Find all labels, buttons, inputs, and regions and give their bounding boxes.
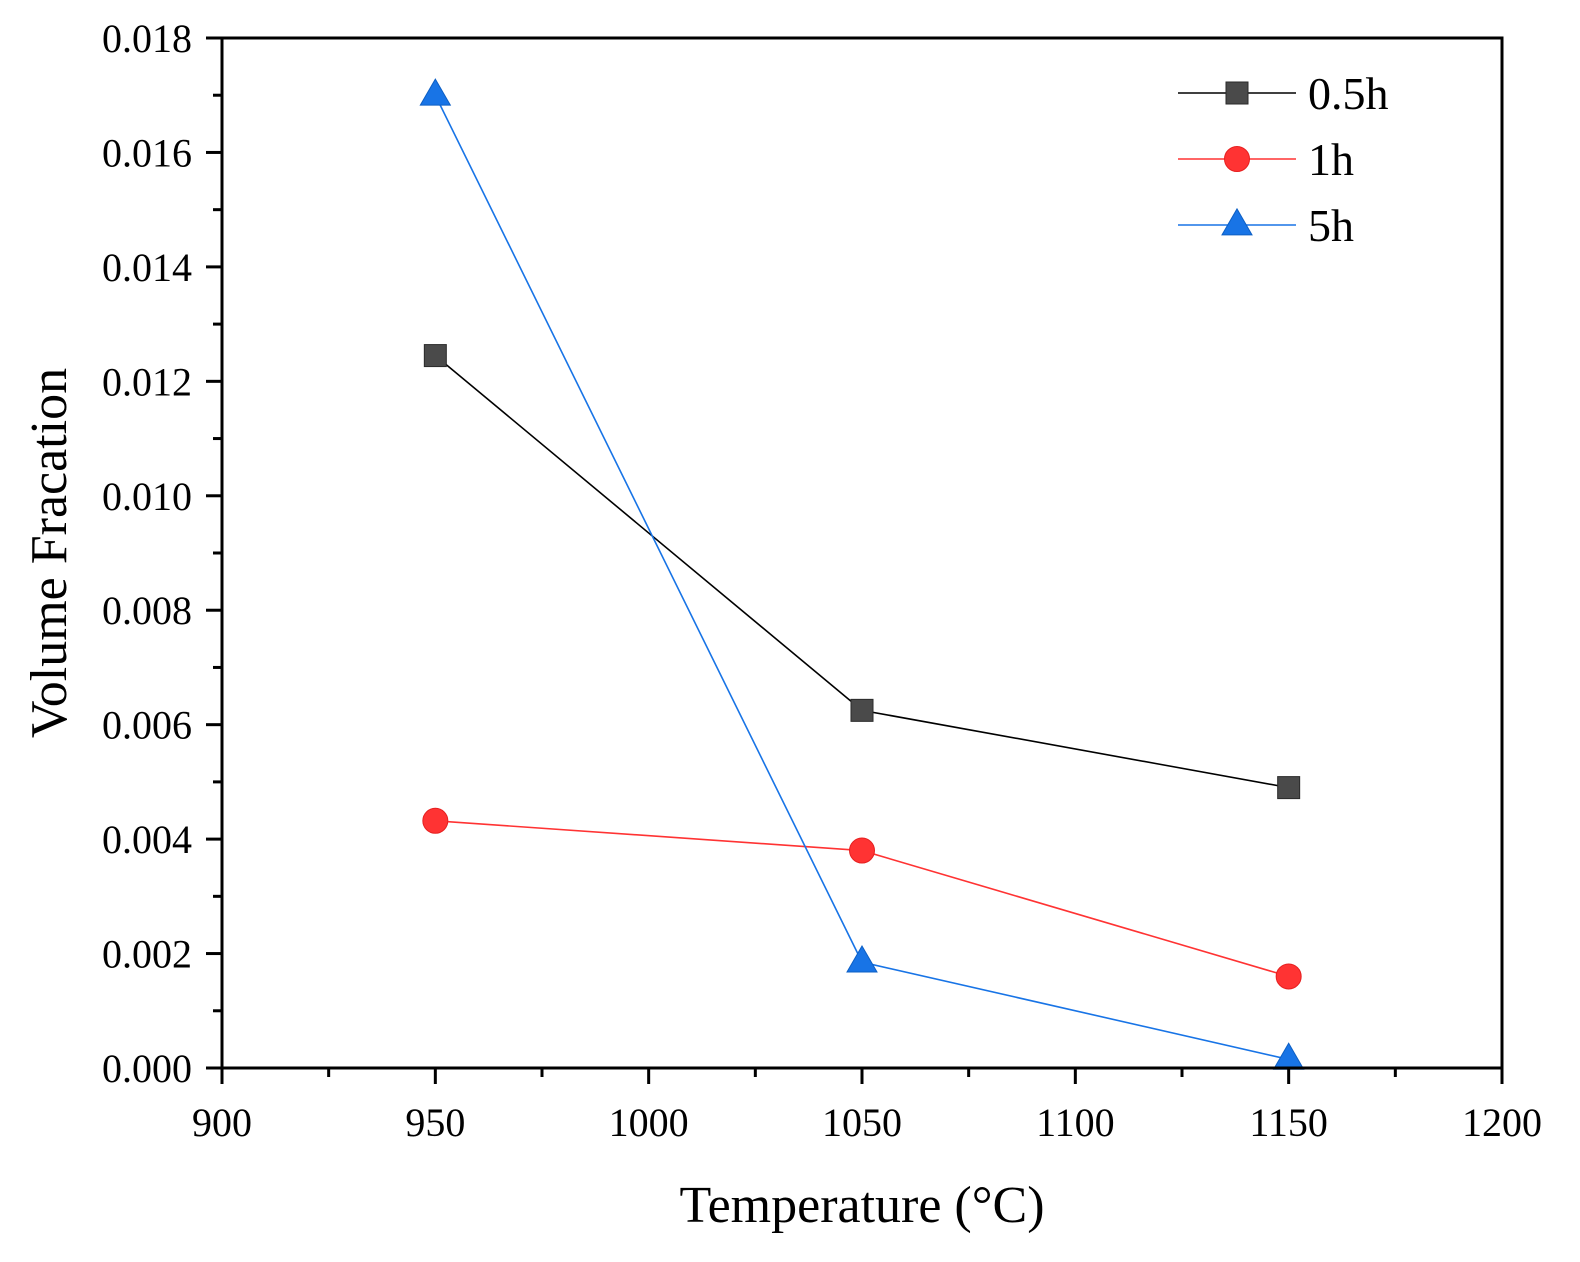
legend: 0.5h 1h 5h [1178, 68, 1389, 251]
legend-marker [1225, 81, 1249, 105]
series-line [434, 94, 1289, 1061]
y-tick-label: 0.006 [102, 703, 192, 748]
series-5h [419, 78, 1305, 1070]
series-line [434, 354, 1289, 789]
x-tick-label: 1200 [1462, 1100, 1542, 1145]
y-tick-label: 0.002 [102, 932, 192, 977]
data-point [1275, 963, 1302, 990]
legend-entry: 1h [1178, 134, 1354, 185]
legend-entry: 0.5h [1178, 68, 1389, 119]
y-tick-label: 0.018 [102, 16, 192, 61]
y-tick-label: 0.012 [102, 359, 192, 404]
plot-frame [220, 36, 1504, 1070]
legend-marker [1221, 207, 1253, 236]
data-point [423, 344, 447, 368]
y-tick-label: 0.016 [102, 130, 192, 175]
data-point [1277, 776, 1301, 800]
legend-entry: 5h [1178, 200, 1354, 251]
x-axis-title: Temperature (°C) [679, 1177, 1044, 1234]
legend-marker [1224, 146, 1250, 172]
x-tick-label: 900 [192, 1100, 252, 1145]
y-axis-title: Volume Fracation [21, 368, 78, 738]
series-1h [422, 807, 1302, 990]
y-tick-label: 0.008 [102, 588, 192, 633]
data-point [422, 807, 449, 834]
legend-label: 0.5h [1308, 68, 1389, 119]
axes-layer: 900 950 1000 1050 1100 1150 1200 0.000 0.002 0.00… [102, 16, 1542, 1145]
x-tick-label: 1100 [1036, 1100, 1115, 1145]
data-point [849, 837, 875, 864]
x-tick-label: 950 [405, 1100, 465, 1145]
data-point [846, 945, 878, 973]
y-tick-label: 0.000 [102, 1046, 192, 1091]
x-tick-label: 1050 [822, 1100, 902, 1145]
legend-label: 5h [1308, 200, 1354, 251]
data-point [419, 78, 452, 106]
series-0.5h [423, 344, 1301, 800]
y-tick-label: 0.014 [102, 245, 192, 290]
y-tick-label: 0.004 [102, 817, 192, 862]
x-tick-label: 1150 [1249, 1100, 1328, 1145]
legend-label: 1h [1308, 134, 1354, 185]
series-layer [419, 78, 1305, 1070]
x-tick-label: 1000 [609, 1100, 689, 1145]
y-tick-label: 0.010 [102, 474, 192, 519]
data-point [850, 698, 874, 722]
